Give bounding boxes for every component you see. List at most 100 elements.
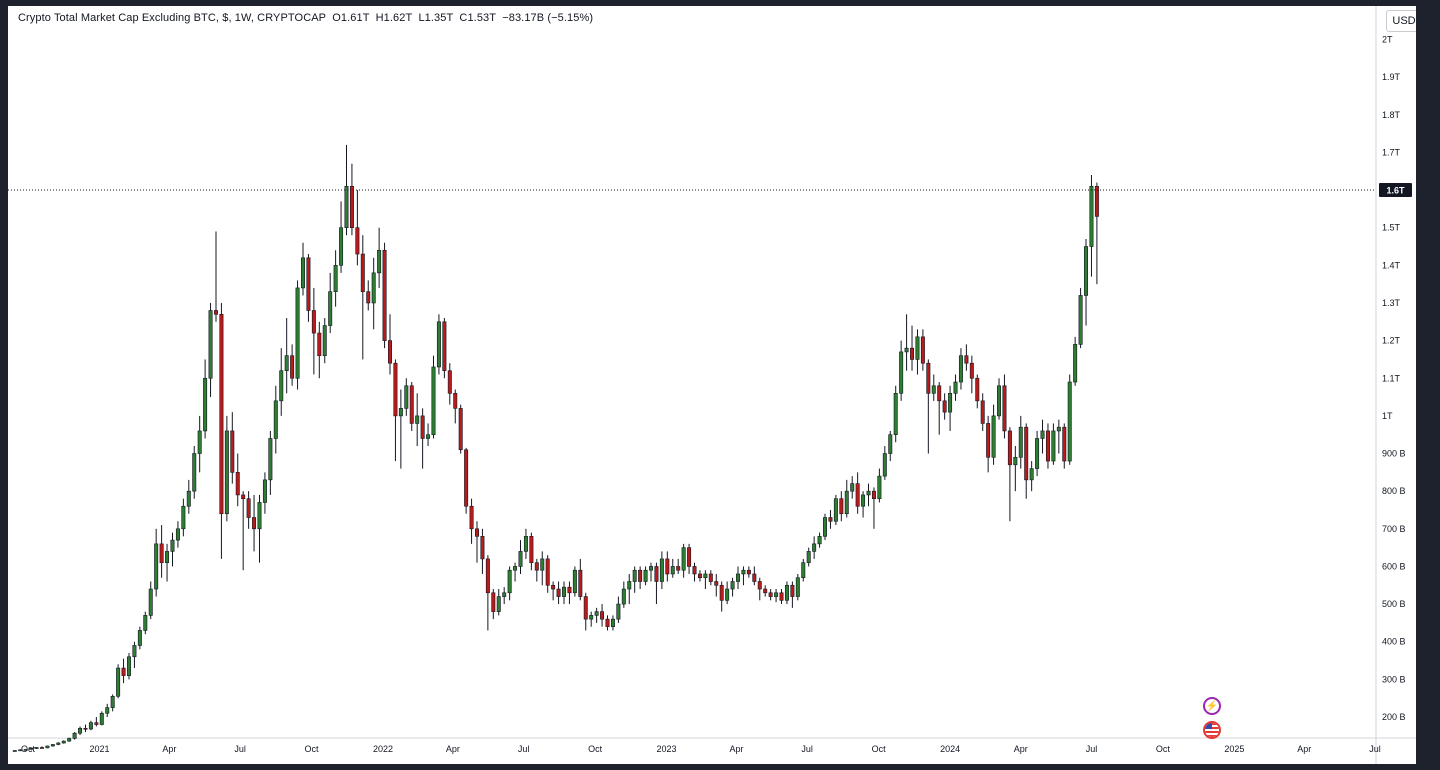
- candle-body-down: [719, 584, 724, 601]
- x-tick-label: 2025: [1224, 744, 1244, 754]
- candle-body-down: [605, 618, 610, 627]
- candle-body-up: [181, 505, 186, 530]
- candle-body-down: [388, 340, 392, 364]
- us-flag-icon[interactable]: [1203, 721, 1221, 739]
- candle-body-up: [1051, 430, 1056, 462]
- x-tick-label: Apr: [729, 744, 743, 754]
- candle-body-up: [1013, 456, 1018, 466]
- candle: [540, 551, 545, 586]
- candle-body-up: [904, 347, 909, 353]
- y-tick-label: 1.5T: [1382, 223, 1401, 233]
- candle: [469, 498, 474, 544]
- candle-body-down: [654, 566, 659, 582]
- currency-button[interactable]: USD: [1386, 10, 1416, 32]
- candle-body-down: [469, 505, 474, 530]
- candle: [893, 385, 898, 443]
- candle-body-down: [676, 566, 681, 571]
- candle-body-up: [616, 603, 621, 620]
- y-tick-label: 800 B: [1382, 486, 1406, 496]
- candle-body-down: [453, 393, 458, 409]
- candle: [665, 551, 670, 582]
- window-border-right: [1416, 0, 1440, 770]
- candle-body-down: [937, 385, 942, 402]
- x-tick-label: 2022: [373, 744, 393, 754]
- candle-body-up: [823, 517, 827, 537]
- candle-body-up: [850, 483, 855, 492]
- candle: [94, 717, 99, 727]
- candle-body-down: [241, 494, 246, 499]
- candle: [676, 558, 681, 574]
- candle-body-down: [1007, 430, 1012, 466]
- candle: [453, 389, 458, 424]
- y-tick-label: 600 B: [1382, 561, 1406, 571]
- candle: [605, 615, 610, 631]
- y-tick-label: 2T: [1382, 35, 1393, 45]
- candle: [937, 382, 942, 435]
- candle-body-up: [143, 615, 148, 631]
- candle: [534, 558, 539, 582]
- candle-body-up: [513, 566, 518, 571]
- candle: [523, 528, 528, 559]
- candle: [980, 393, 985, 431]
- candle: [344, 144, 349, 236]
- candle-body-down: [665, 558, 670, 575]
- candle-body-up: [154, 543, 159, 590]
- candle: [181, 498, 186, 537]
- candle: [757, 577, 762, 601]
- candle: [230, 412, 235, 484]
- legend-open: O1.61T: [332, 12, 370, 24]
- candle: [1078, 287, 1083, 349]
- lightning-icon[interactable]: ⚡: [1203, 697, 1221, 715]
- candle: [333, 250, 338, 307]
- x-tick-label: 2024: [940, 744, 960, 754]
- candle-body-up: [817, 536, 822, 545]
- candle-body-up: [398, 408, 403, 417]
- candle: [1067, 374, 1072, 465]
- candle: [866, 483, 871, 507]
- candle: [398, 389, 403, 469]
- candle: [197, 415, 202, 473]
- candle: [491, 589, 496, 620]
- candle-body-up: [137, 630, 142, 646]
- candle: [219, 302, 224, 559]
- candle-body-up: [893, 393, 898, 436]
- candle-body-down: [600, 611, 605, 620]
- candle-body-up: [888, 434, 893, 454]
- candle: [447, 363, 452, 405]
- candle: [779, 589, 784, 605]
- candle: [529, 532, 534, 571]
- candle: [589, 611, 594, 627]
- candle-body-down: [567, 586, 572, 594]
- candle: [377, 227, 382, 288]
- candle-body-down: [534, 562, 539, 571]
- candle: [915, 329, 920, 375]
- x-tick-label: Oct: [305, 744, 320, 754]
- x-tick-label: Apr: [446, 744, 460, 754]
- candle-body-up: [741, 569, 746, 575]
- x-tick-label: Apr: [1297, 744, 1311, 754]
- candle-body-up: [203, 377, 208, 432]
- candle-body-down: [964, 355, 969, 364]
- window-border-bottom: [0, 764, 1440, 770]
- candle-body-down: [763, 588, 768, 594]
- candle: [855, 472, 860, 514]
- y-tick-label: 1.9T: [1382, 72, 1401, 82]
- candle-body-up: [518, 551, 523, 567]
- candle: [697, 570, 702, 582]
- chart-pane[interactable]: 1.6T 2T 1.9T 1.8T 1.7T 1.5T 1.4T 1.3T 1.2T 1.1T 1…: [8, 6, 1416, 764]
- candlestick-chart[interactable]: 1.6T 2T 1.9T 1.8T 1.7T 1.5T 1.4T 1.3T 1.2T 1.1T 1…: [8, 6, 1416, 764]
- candle: [480, 528, 485, 574]
- candle-body-down: [382, 249, 387, 341]
- candle-body-up: [594, 611, 599, 616]
- candle-body-up: [991, 415, 996, 458]
- candle-body-up: [431, 366, 436, 436]
- legend-low: L1.35T: [418, 12, 454, 24]
- candle: [502, 587, 507, 605]
- candle: [257, 494, 262, 563]
- candle-body-up: [725, 588, 730, 601]
- candle-body-up: [116, 667, 121, 697]
- candle: [436, 314, 441, 375]
- candle: [1073, 336, 1078, 386]
- candle: [610, 615, 615, 631]
- candle-body-up: [1056, 426, 1061, 432]
